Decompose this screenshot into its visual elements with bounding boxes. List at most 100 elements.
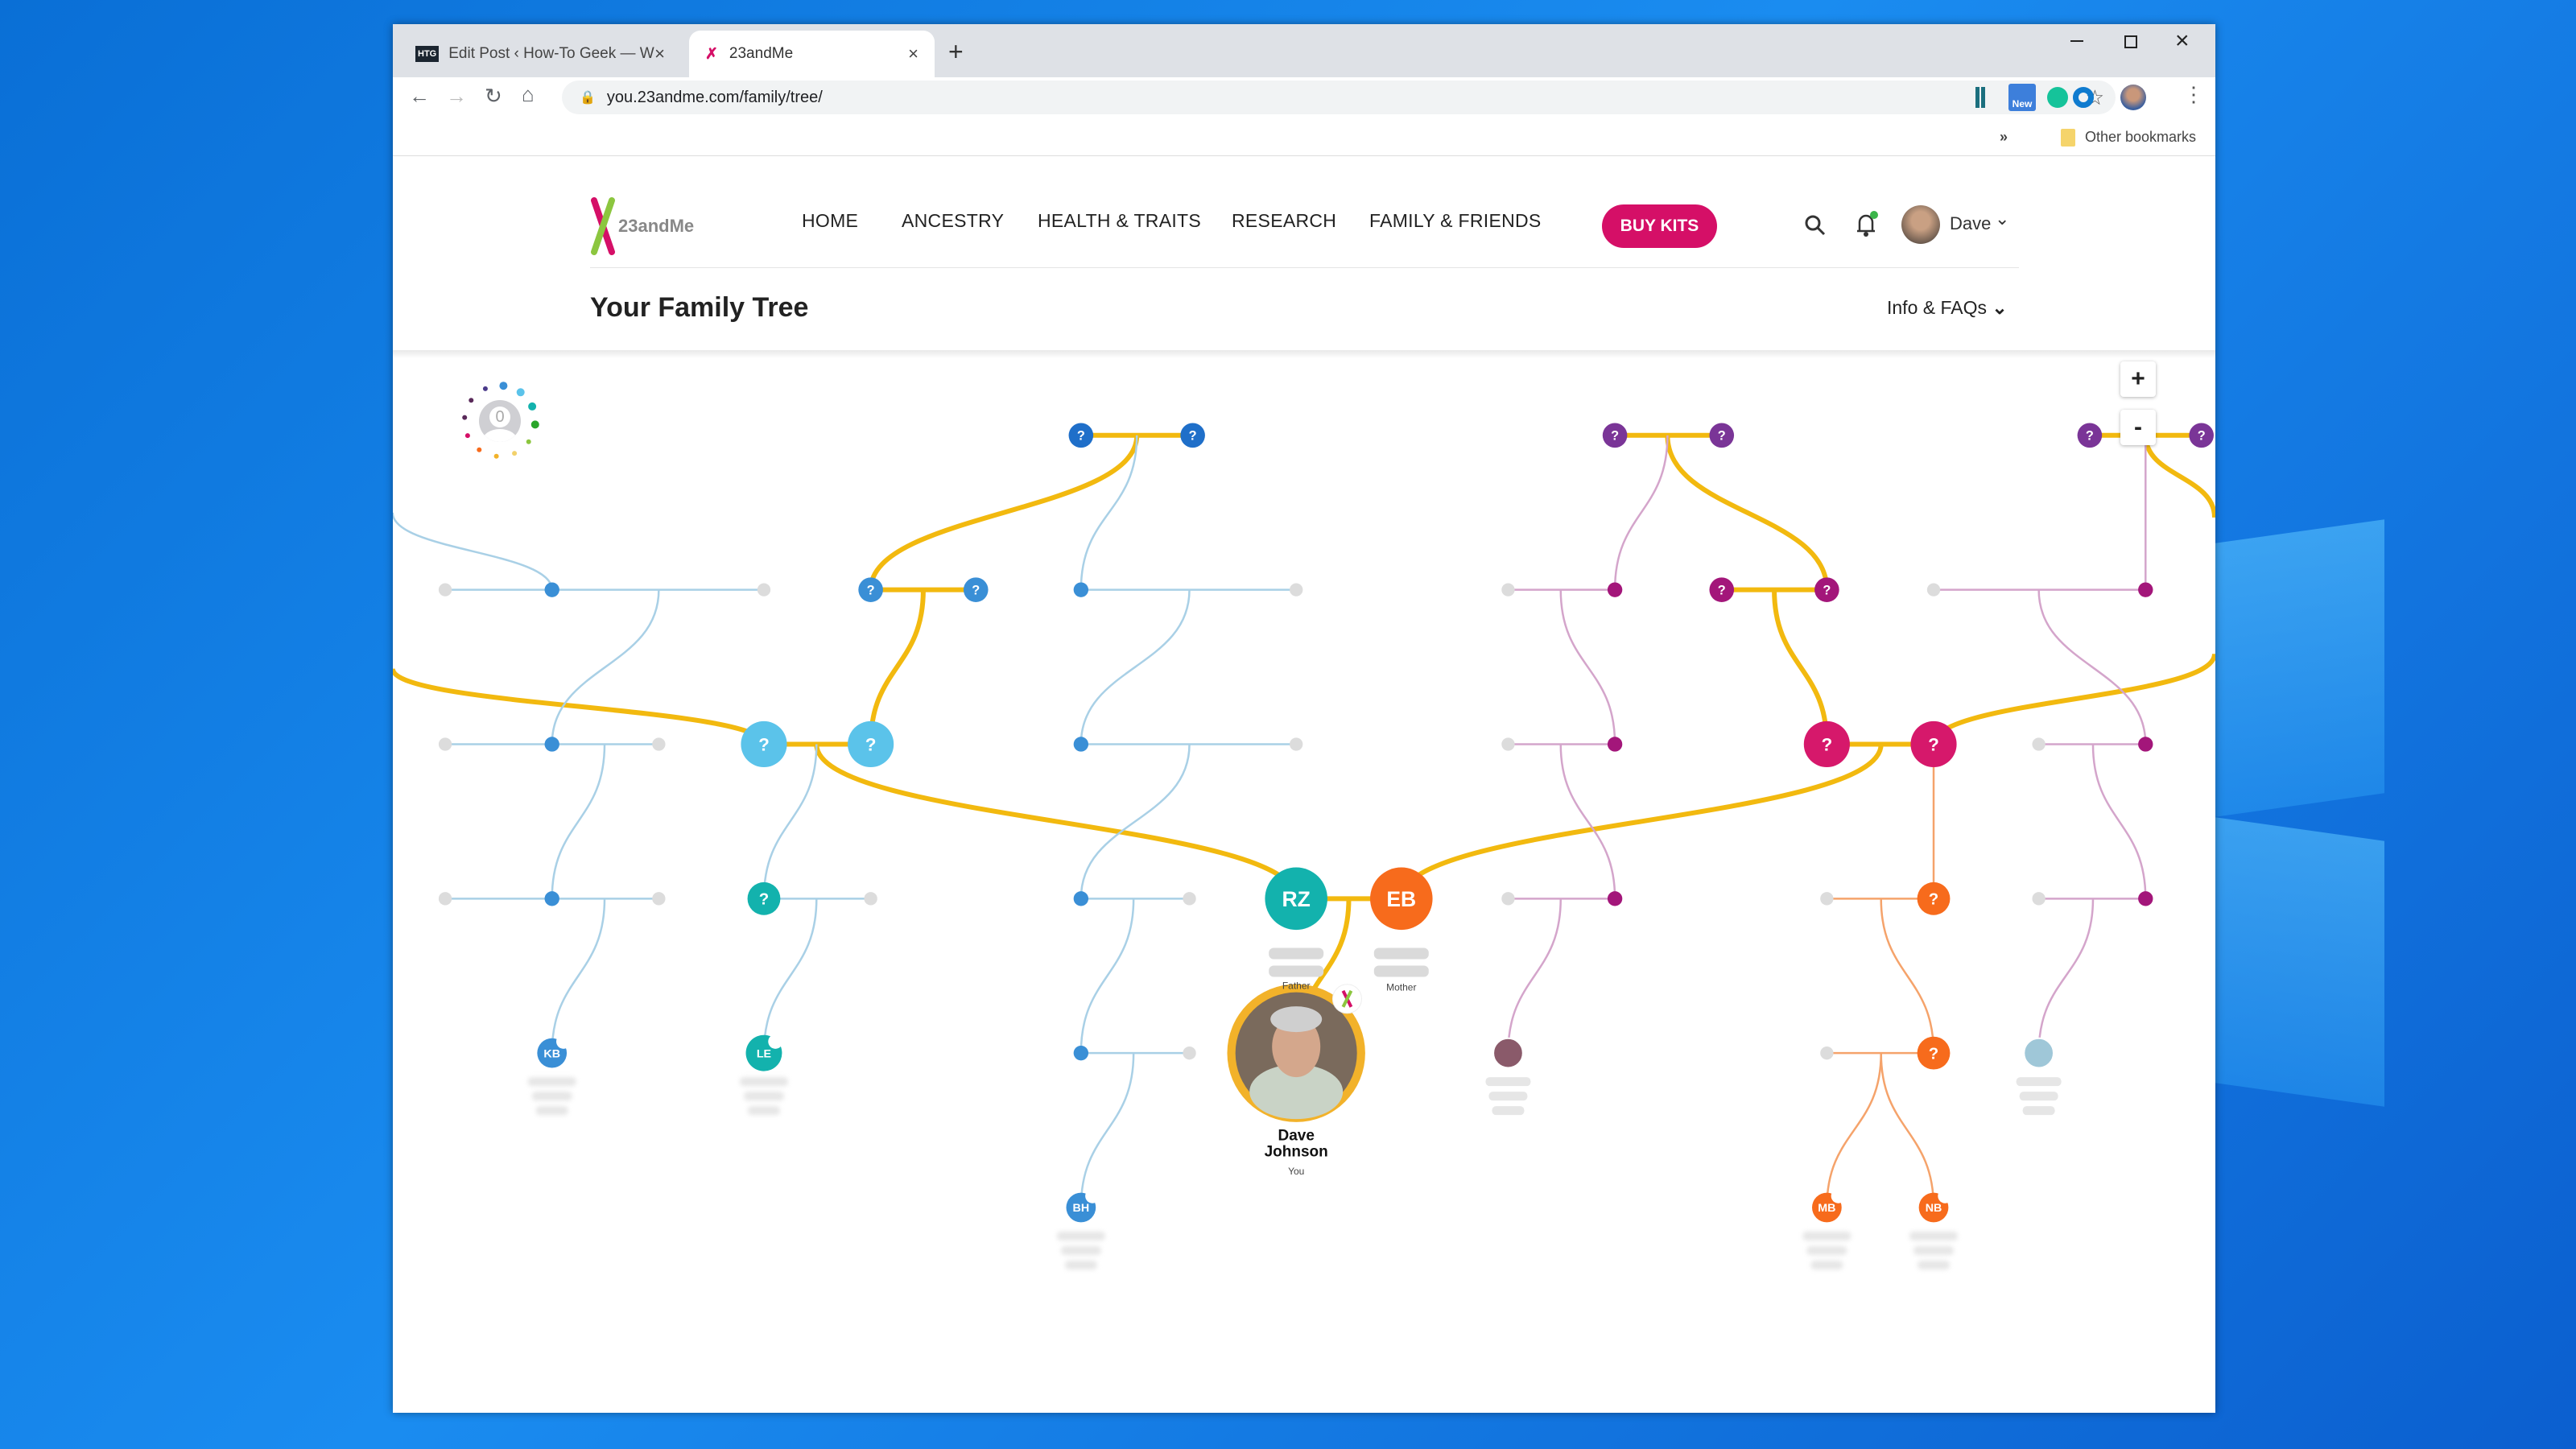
zoom-out-button[interactable]: -	[2120, 410, 2156, 445]
23andme-badge-icon	[1831, 1188, 1846, 1203]
minimize-button[interactable]	[2070, 40, 2083, 42]
search-icon[interactable]	[1803, 213, 1827, 237]
relative-dot	[1607, 582, 1623, 597]
nav-ancestry[interactable]: ANCESTRY	[902, 210, 1005, 231]
chevron-down-icon[interactable]: ⌄	[1995, 208, 2010, 229]
zoom-in-button[interactable]: +	[2120, 361, 2156, 397]
unknown-relative-dot	[1183, 1046, 1196, 1060]
unknown-ancestor-node-label: ?	[1718, 429, 1726, 444]
blurred-name	[1488, 1092, 1528, 1101]
menu-kebab-icon[interactable]: ⋮	[2183, 82, 2204, 106]
tree-connector	[2037, 589, 2147, 745]
dna-dot	[512, 451, 518, 456]
tree-connector	[1559, 589, 1616, 745]
unknown-ancestor-node	[1180, 423, 1205, 448]
nav-family-friends[interactable]: FAMILY & FRIENDS	[1369, 210, 1542, 231]
blurred-name	[535, 1106, 568, 1116]
close-window-button[interactable]: ×	[2175, 27, 2190, 54]
dna-dot	[462, 415, 468, 420]
nav-home[interactable]: HOME	[802, 210, 859, 231]
blurred-name	[527, 1077, 576, 1087]
extension-ring-icon[interactable]	[2073, 87, 2094, 108]
unknown-ancestor-node-label: ?	[2198, 429, 2206, 444]
blurred-name	[1802, 1231, 1852, 1241]
blurred-name	[1810, 1260, 1843, 1269]
relative-dot	[544, 582, 559, 597]
unknown-ancestor-node-label: ?	[1823, 584, 1831, 598]
tree-connector	[1080, 589, 1191, 745]
back-icon[interactable]: ←	[409, 84, 430, 108]
reload-icon[interactable]: ↻	[485, 84, 502, 108]
notification-bell-icon[interactable]	[1853, 210, 1880, 239]
tree-connector	[762, 744, 818, 899]
profile-avatar[interactable]	[2120, 85, 2146, 110]
you-photo-hair	[1270, 1006, 1323, 1033]
blurred-name	[1060, 1245, 1101, 1255]
unknown-ancestor-node	[858, 577, 883, 602]
tree-connector	[1559, 744, 1616, 899]
23andme-logo-icon	[591, 197, 615, 255]
bookmarks-bar: » Other bookmarks	[393, 122, 2215, 156]
mother-node-label: EB	[1386, 887, 1416, 911]
extension-new-icon[interactable]: New	[2008, 84, 2036, 111]
unknown-relative-dot	[1820, 892, 1834, 906]
close-tab-icon[interactable]: ×	[908, 43, 919, 64]
buy-kits-button[interactable]: BUY KITS	[1602, 204, 1717, 248]
address-bar[interactable]: 🔒 you.23andme.com/family/tree/ ☆	[562, 80, 2116, 114]
user-avatar[interactable]	[1901, 205, 1940, 244]
dna-dot	[464, 433, 470, 439]
folder-icon	[2061, 129, 2075, 147]
unknown-grandparent-node-label: ?	[865, 735, 877, 755]
tree-connector	[1613, 435, 1669, 590]
unknown-relative-dot	[864, 892, 877, 906]
relative-dot	[1073, 1045, 1089, 1061]
unknown-relative-node	[1917, 881, 1951, 915]
tree-connector	[1507, 898, 1563, 1054]
dna-relatives-indicator[interactable]: 0	[456, 377, 544, 465]
page-title: Your Family Tree	[590, 292, 809, 323]
bookmarks-overflow-icon[interactable]: »	[2000, 129, 2008, 145]
father-relation-label: Father	[1282, 980, 1311, 992]
relative-photo-node	[1492, 1037, 1524, 1069]
site-logo[interactable]: 23andMe	[589, 197, 694, 255]
relative-dot	[1607, 891, 1623, 906]
unknown-relative-node-label: ?	[759, 891, 769, 909]
dna-dot	[477, 447, 482, 452]
info-faqs-dropdown[interactable]: Info & FAQs ⌄	[1887, 297, 2008, 319]
unknown-grandparent-node	[848, 720, 894, 768]
tree-connector	[1931, 653, 2215, 745]
unknown-ancestor-node-label: ?	[1718, 584, 1726, 598]
tree-connector	[393, 667, 766, 745]
user-name[interactable]: Dave	[1950, 213, 1992, 233]
tab-label: Edit Post ‹ How-To Geek — WordPress	[448, 45, 654, 62]
unknown-ancestor-node	[1068, 423, 1094, 448]
23andme-badge-icon	[1938, 1188, 1953, 1203]
nav-research[interactable]: RESEARCH	[1232, 210, 1337, 231]
unknown-grandparent-node-label: ?	[1822, 735, 1833, 755]
close-tab-icon[interactable]: ×	[654, 43, 665, 64]
avatar-placeholder-icon: 0	[479, 400, 521, 442]
forward-icon[interactable]: →	[446, 84, 467, 108]
relative-dot	[1607, 737, 1623, 752]
unknown-relative-dot	[757, 583, 771, 597]
extension-icon[interactable]	[1975, 87, 1985, 108]
other-bookmarks[interactable]: Other bookmarks	[2085, 129, 2197, 145]
tab-23andme[interactable]: ✗ 23andMe ×	[689, 31, 935, 77]
family-tree-canvas[interactable]: ??????????????? ?? RZ EB KB LE BH MB NB Mother Fat…	[393, 157, 2215, 1413]
dna-dot	[469, 398, 474, 403]
home-icon[interactable]: ⌂	[522, 82, 535, 106]
tree-connector	[1772, 589, 1830, 745]
unknown-ancestor-node	[1709, 423, 1735, 448]
tree-connector	[868, 589, 926, 745]
new-tab-button[interactable]: +	[948, 37, 964, 66]
grammarly-icon[interactable]	[2047, 87, 2068, 108]
divider	[590, 267, 2019, 268]
unknown-relative-dot	[438, 737, 452, 751]
father-node	[1265, 867, 1327, 931]
unknown-relative-node-label: ?	[1929, 1045, 1938, 1063]
blurred-name	[743, 1092, 784, 1101]
tab-howtogeek[interactable]: HTG Edit Post ‹ How-To Geek — WordPress …	[399, 31, 681, 77]
you-photo-face	[1272, 1016, 1321, 1078]
nav-health-traits[interactable]: HEALTH & TRAITS	[1038, 210, 1202, 231]
maximize-button[interactable]	[2124, 35, 2137, 48]
